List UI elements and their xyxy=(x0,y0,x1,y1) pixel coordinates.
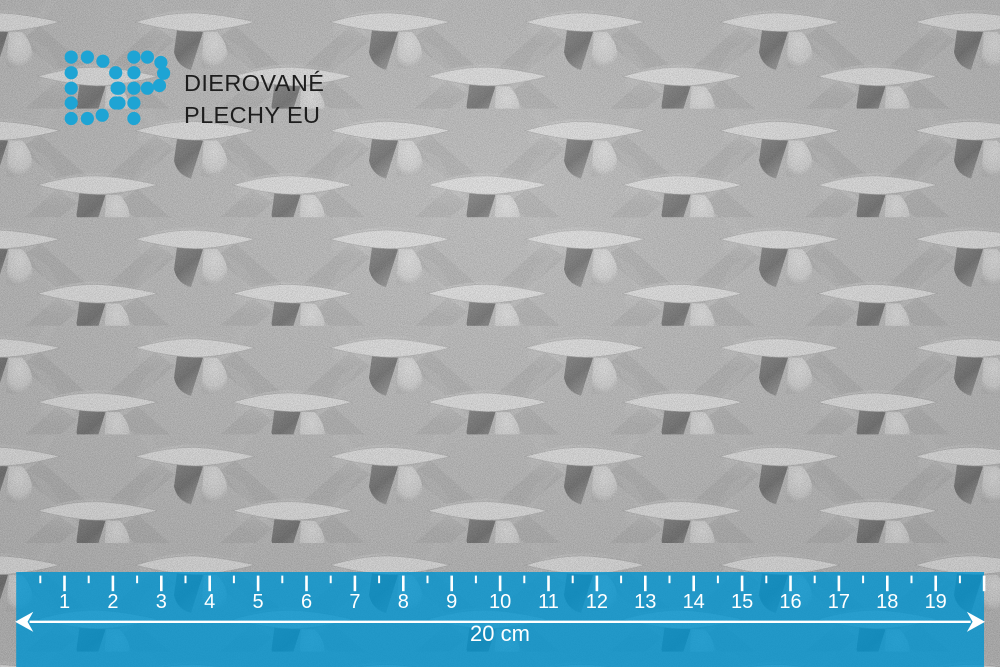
svg-text:2: 2 xyxy=(107,591,118,613)
svg-text:16: 16 xyxy=(779,591,801,613)
svg-text:17: 17 xyxy=(828,591,850,613)
svg-text:12: 12 xyxy=(586,591,608,613)
svg-text:5: 5 xyxy=(253,591,264,613)
svg-text:18: 18 xyxy=(876,591,898,613)
svg-text:19: 19 xyxy=(925,591,947,613)
svg-text:11: 11 xyxy=(538,591,559,613)
svg-text:9: 9 xyxy=(446,591,457,613)
svg-text:15: 15 xyxy=(731,591,753,613)
svg-text:10: 10 xyxy=(489,591,511,613)
svg-text:6: 6 xyxy=(301,591,312,613)
svg-text:7: 7 xyxy=(349,591,360,613)
svg-text:20 cm: 20 cm xyxy=(470,621,530,646)
svg-text:8: 8 xyxy=(398,591,409,613)
svg-text:3: 3 xyxy=(156,591,167,613)
svg-text:14: 14 xyxy=(683,591,705,613)
svg-text:13: 13 xyxy=(634,591,656,613)
svg-text:1: 1 xyxy=(59,591,70,613)
svg-text:4: 4 xyxy=(204,591,215,613)
